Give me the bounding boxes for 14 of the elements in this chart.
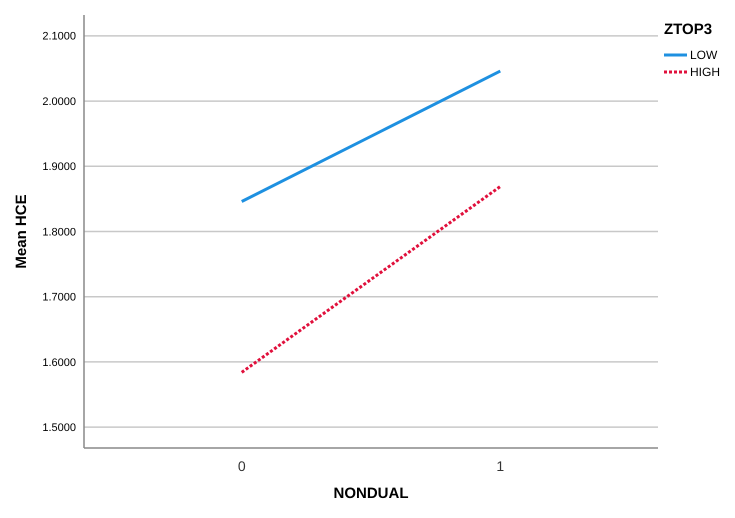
x-tick-label: 0 <box>238 458 246 474</box>
x-tick-label: 1 <box>496 458 504 474</box>
y-tick-label: 1.7000 <box>42 292 76 304</box>
legend-label: LOW <box>690 48 718 62</box>
y-tick-label: 2.0000 <box>42 96 76 108</box>
x-axis-title: NONDUAL <box>334 485 408 502</box>
y-tick-label: 1.9000 <box>42 161 76 174</box>
y-axis-title: Mean HCE <box>13 194 30 269</box>
y-tick-label: 2.1000 <box>42 30 76 43</box>
legend-title: ZTOP3 <box>664 21 712 38</box>
y-tick-label: 1.8000 <box>42 226 76 238</box>
y-tick-label: 1.5000 <box>42 422 76 434</box>
legend-label: HIGH <box>690 65 720 80</box>
y-tick-label: 1.6000 <box>42 356 76 369</box>
